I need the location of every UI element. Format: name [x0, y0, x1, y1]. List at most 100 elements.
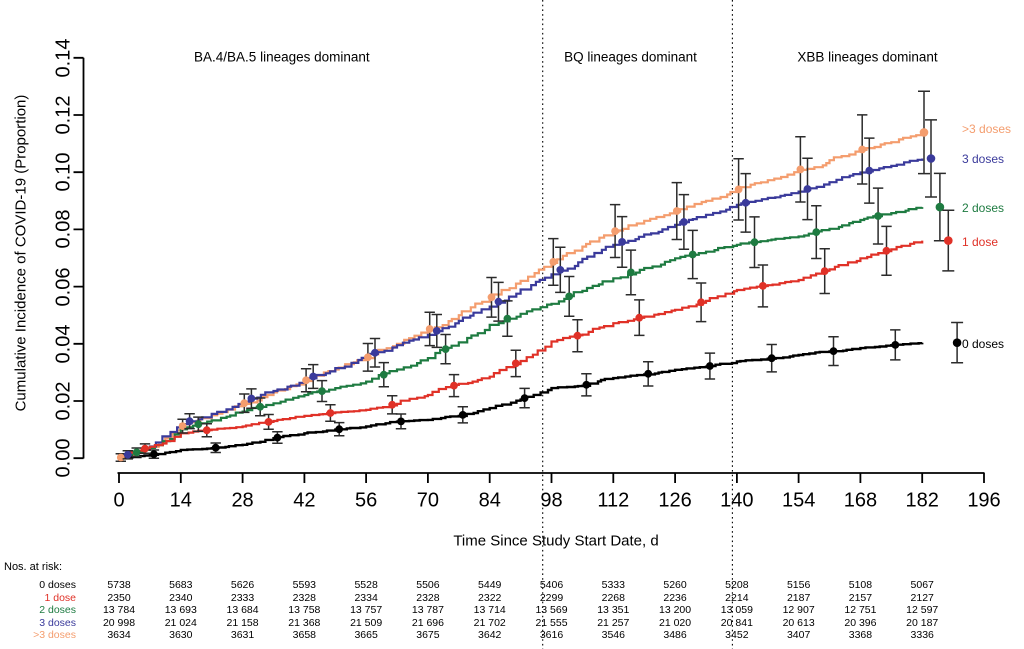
risk-cell: 2334: [354, 591, 378, 604]
risk-cell: 3675: [416, 629, 440, 642]
x-axis: [117, 472, 985, 483]
point-marker: [441, 345, 450, 353]
risk-cell: 5593: [292, 579, 317, 591]
x-tick-label: 28: [231, 489, 254, 512]
risk-cell: 2127: [910, 591, 934, 604]
risk-row-label-1-dose: 1 dose: [44, 591, 76, 604]
risk-cell: 13 200: [659, 604, 692, 617]
y-tick-label: 0.12: [52, 95, 75, 135]
risk-cell: 2333: [230, 591, 255, 604]
point-marker: [741, 198, 750, 207]
y-axis-title: Cumulative Incidence of COVID-19 (Propor…: [12, 94, 30, 412]
risk-row-label-3-doses: 3 doses: [39, 616, 76, 629]
point-marker: [494, 297, 503, 306]
risk-cell: 3630: [169, 629, 193, 642]
risk-cell: 5260: [663, 579, 687, 591]
risk-cell: 2340: [169, 591, 193, 604]
risk-cell: 21 024: [164, 616, 197, 629]
x-tick-label: 42: [293, 489, 316, 512]
y-axis: [73, 56, 85, 460]
risk-cell: 3368: [848, 629, 873, 642]
x-tick-label: 154: [781, 489, 816, 512]
curve-1-dose: [119, 240, 924, 460]
point-marker: [556, 266, 565, 274]
x-tick-label: 84: [478, 489, 501, 512]
point-marker: [874, 212, 882, 220]
point-marker: [273, 433, 282, 442]
point-marker: [796, 165, 805, 174]
point-marker: [858, 145, 867, 154]
risk-cell: 13 714: [473, 604, 506, 617]
risk-cell: 20 998: [102, 616, 136, 629]
x-tick-label: 126: [658, 489, 692, 512]
point-marker: [326, 409, 335, 417]
risk-cell: 5738: [107, 579, 131, 591]
risk-cell: 5528: [354, 579, 378, 591]
y-tick-label: 0.14: [52, 38, 75, 78]
y-tick-label: 0.10: [52, 152, 75, 192]
risk-cell: 20 841: [720, 616, 753, 629]
risk-cell: 3634: [107, 629, 131, 642]
point-marker: [750, 238, 759, 247]
risk-cell: 2322: [478, 591, 502, 604]
x-tick-label: 168: [843, 489, 878, 512]
risk-cell: 13 693: [164, 604, 197, 617]
risk-cell: 5208: [725, 579, 749, 591]
risk-cell: 5108: [848, 579, 873, 591]
series-label-gt3-doses: >3 doses: [962, 122, 1012, 137]
phase-label-ba4-ba5: BA.4/BA.5 lineages dominant: [194, 49, 370, 65]
risk-cell: 12 597: [906, 604, 939, 617]
risk-cell: 12 907: [782, 604, 815, 617]
point-marker: [132, 448, 141, 457]
y-tick-label: 0.08: [52, 209, 75, 249]
risk-cell: 5626: [230, 579, 255, 591]
risk-cell: 13 351: [597, 604, 630, 617]
point-marker: [141, 444, 149, 453]
risk-cell: 2299: [539, 591, 564, 604]
point-marker: [926, 154, 936, 163]
y-tick-label: 0.02: [52, 381, 75, 421]
point-marker: [935, 202, 945, 212]
risk-cell: 20 187: [906, 616, 939, 629]
risk-cell: 3642: [478, 629, 502, 642]
point-marker: [919, 128, 929, 137]
x-tick-label: 140: [720, 489, 754, 512]
y-tick-label: 0.00: [52, 438, 75, 478]
point-marker: [202, 426, 211, 435]
risk-cell: 3486: [663, 629, 687, 642]
risk-cell: 2350: [107, 591, 131, 604]
risk-cell: 2328: [416, 591, 440, 604]
risk-cell: 13 757: [350, 604, 383, 617]
risk-row-label-gt3-doses: >3 doses: [33, 629, 76, 642]
risk-cell: 13 684: [226, 604, 259, 617]
risk-cell: 3336: [910, 629, 934, 642]
point-marker: [549, 258, 558, 266]
point-marker: [116, 453, 125, 462]
point-marker: [364, 353, 372, 362]
point-marker: [335, 425, 344, 434]
risk-cell: 2236: [663, 591, 687, 604]
series-label-0-doses: 0 doses: [962, 336, 1005, 351]
risk-row-label-0-doses: 0 doses: [39, 579, 76, 591]
x-tick-label: 196: [967, 489, 1001, 512]
point-marker: [309, 372, 318, 381]
point-marker: [767, 354, 776, 363]
risk-cell: 20 396: [844, 616, 877, 629]
risk-cell: 2187: [786, 591, 811, 604]
risk-cell: 13 787: [411, 604, 444, 617]
point-marker: [635, 313, 644, 322]
risk-cell: 21 509: [350, 616, 383, 629]
risk-cell: 2328: [292, 591, 317, 604]
point-marker: [397, 417, 405, 426]
risk-cell: 3407: [786, 629, 811, 642]
point-marker: [706, 362, 714, 370]
x-tick-label: 112: [597, 489, 630, 512]
x-tick-label: 98: [540, 489, 563, 512]
point-marker: [318, 387, 326, 395]
point-marker: [185, 417, 194, 426]
point-marker: [803, 185, 812, 193]
point-marker: [672, 207, 681, 215]
point-marker: [458, 411, 467, 419]
point-marker: [194, 420, 203, 429]
